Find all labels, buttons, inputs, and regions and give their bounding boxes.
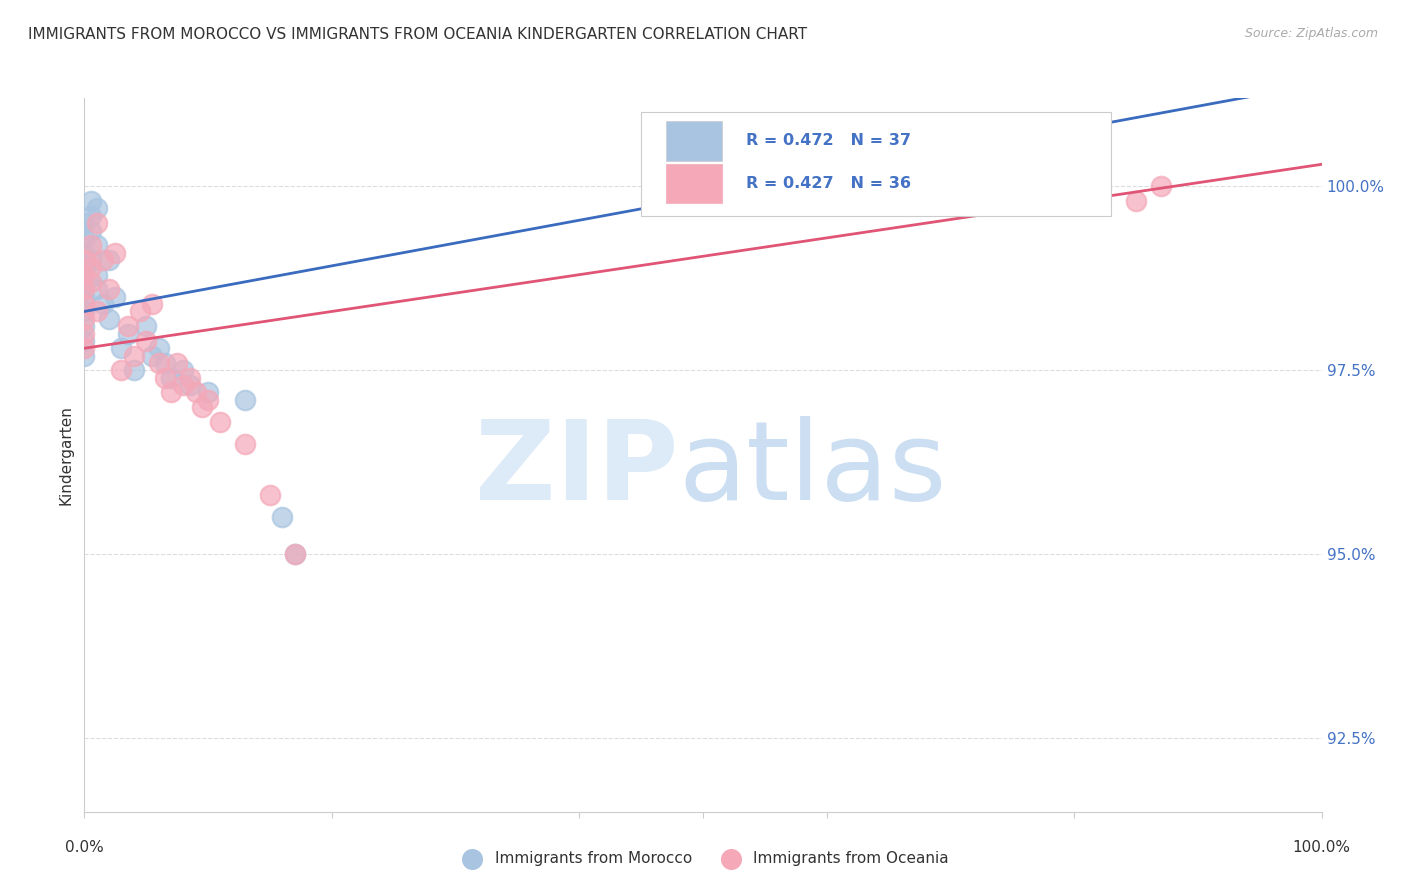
- Point: [160, 370, 183, 384]
- Point: [73, 341, 96, 355]
- Point: [179, 370, 201, 384]
- Point: [73, 326, 96, 341]
- Point: [73, 260, 96, 275]
- Point: [209, 415, 232, 429]
- Point: [172, 363, 194, 377]
- Point: [233, 392, 256, 407]
- Point: [79, 194, 101, 208]
- Point: [233, 437, 256, 451]
- Legend: Immigrants from Morocco, Immigrants from Oceania: Immigrants from Morocco, Immigrants from…: [451, 845, 955, 871]
- Point: [117, 326, 139, 341]
- FancyBboxPatch shape: [641, 112, 1111, 216]
- Point: [104, 245, 127, 260]
- Point: [86, 268, 108, 282]
- Point: [1125, 194, 1147, 208]
- Point: [79, 275, 101, 289]
- Point: [73, 311, 96, 326]
- Point: [79, 209, 101, 223]
- Point: [135, 319, 157, 334]
- Point: [284, 547, 307, 561]
- Point: [73, 231, 96, 245]
- Point: [179, 378, 201, 392]
- Point: [73, 334, 96, 348]
- Text: Source: ZipAtlas.com: Source: ZipAtlas.com: [1244, 27, 1378, 40]
- Text: ZIP: ZIP: [475, 416, 678, 523]
- Point: [73, 349, 96, 363]
- Point: [110, 363, 132, 377]
- Point: [73, 290, 96, 304]
- Point: [284, 547, 307, 561]
- Point: [153, 356, 176, 370]
- Text: 100.0%: 100.0%: [1292, 840, 1351, 855]
- Bar: [666, 164, 721, 203]
- Point: [172, 378, 194, 392]
- Point: [73, 216, 96, 230]
- Point: [91, 297, 114, 311]
- Text: IMMIGRANTS FROM MOROCCO VS IMMIGRANTS FROM OCEANIA KINDERGARTEN CORRELATION CHAR: IMMIGRANTS FROM MOROCCO VS IMMIGRANTS FR…: [28, 27, 807, 42]
- Point: [98, 252, 121, 267]
- Point: [86, 238, 108, 252]
- Point: [191, 400, 214, 414]
- Point: [197, 392, 219, 407]
- Point: [79, 260, 101, 275]
- Point: [153, 370, 176, 384]
- Point: [135, 334, 157, 348]
- Point: [79, 252, 101, 267]
- Point: [73, 297, 96, 311]
- Point: [73, 245, 96, 260]
- Y-axis label: Kindergarten: Kindergarten: [58, 405, 73, 505]
- Point: [86, 216, 108, 230]
- Point: [73, 319, 96, 334]
- Point: [141, 349, 163, 363]
- Point: [98, 311, 121, 326]
- Text: atlas: atlas: [678, 416, 946, 523]
- Point: [73, 268, 96, 282]
- Text: 0.0%: 0.0%: [65, 840, 104, 855]
- Point: [122, 363, 145, 377]
- Point: [86, 282, 108, 296]
- Point: [73, 252, 96, 267]
- Point: [166, 356, 188, 370]
- Text: R = 0.472   N = 37: R = 0.472 N = 37: [747, 134, 911, 148]
- Point: [86, 304, 108, 318]
- Point: [148, 356, 170, 370]
- Point: [117, 319, 139, 334]
- Text: R = 0.427   N = 36: R = 0.427 N = 36: [747, 177, 911, 191]
- Point: [73, 282, 96, 296]
- Point: [110, 341, 132, 355]
- Point: [73, 304, 96, 318]
- Point: [129, 304, 152, 318]
- Point: [73, 275, 96, 289]
- Point: [197, 385, 219, 400]
- Point: [160, 385, 183, 400]
- Point: [148, 341, 170, 355]
- Point: [141, 297, 163, 311]
- Point: [79, 238, 101, 252]
- Point: [122, 349, 145, 363]
- Bar: [666, 121, 721, 161]
- Point: [754, 179, 776, 194]
- Point: [104, 290, 127, 304]
- Point: [271, 510, 294, 524]
- Point: [98, 282, 121, 296]
- Point: [1150, 179, 1173, 194]
- Point: [184, 385, 207, 400]
- Point: [259, 488, 281, 502]
- Point: [79, 223, 101, 237]
- Point: [91, 252, 114, 267]
- Point: [86, 202, 108, 216]
